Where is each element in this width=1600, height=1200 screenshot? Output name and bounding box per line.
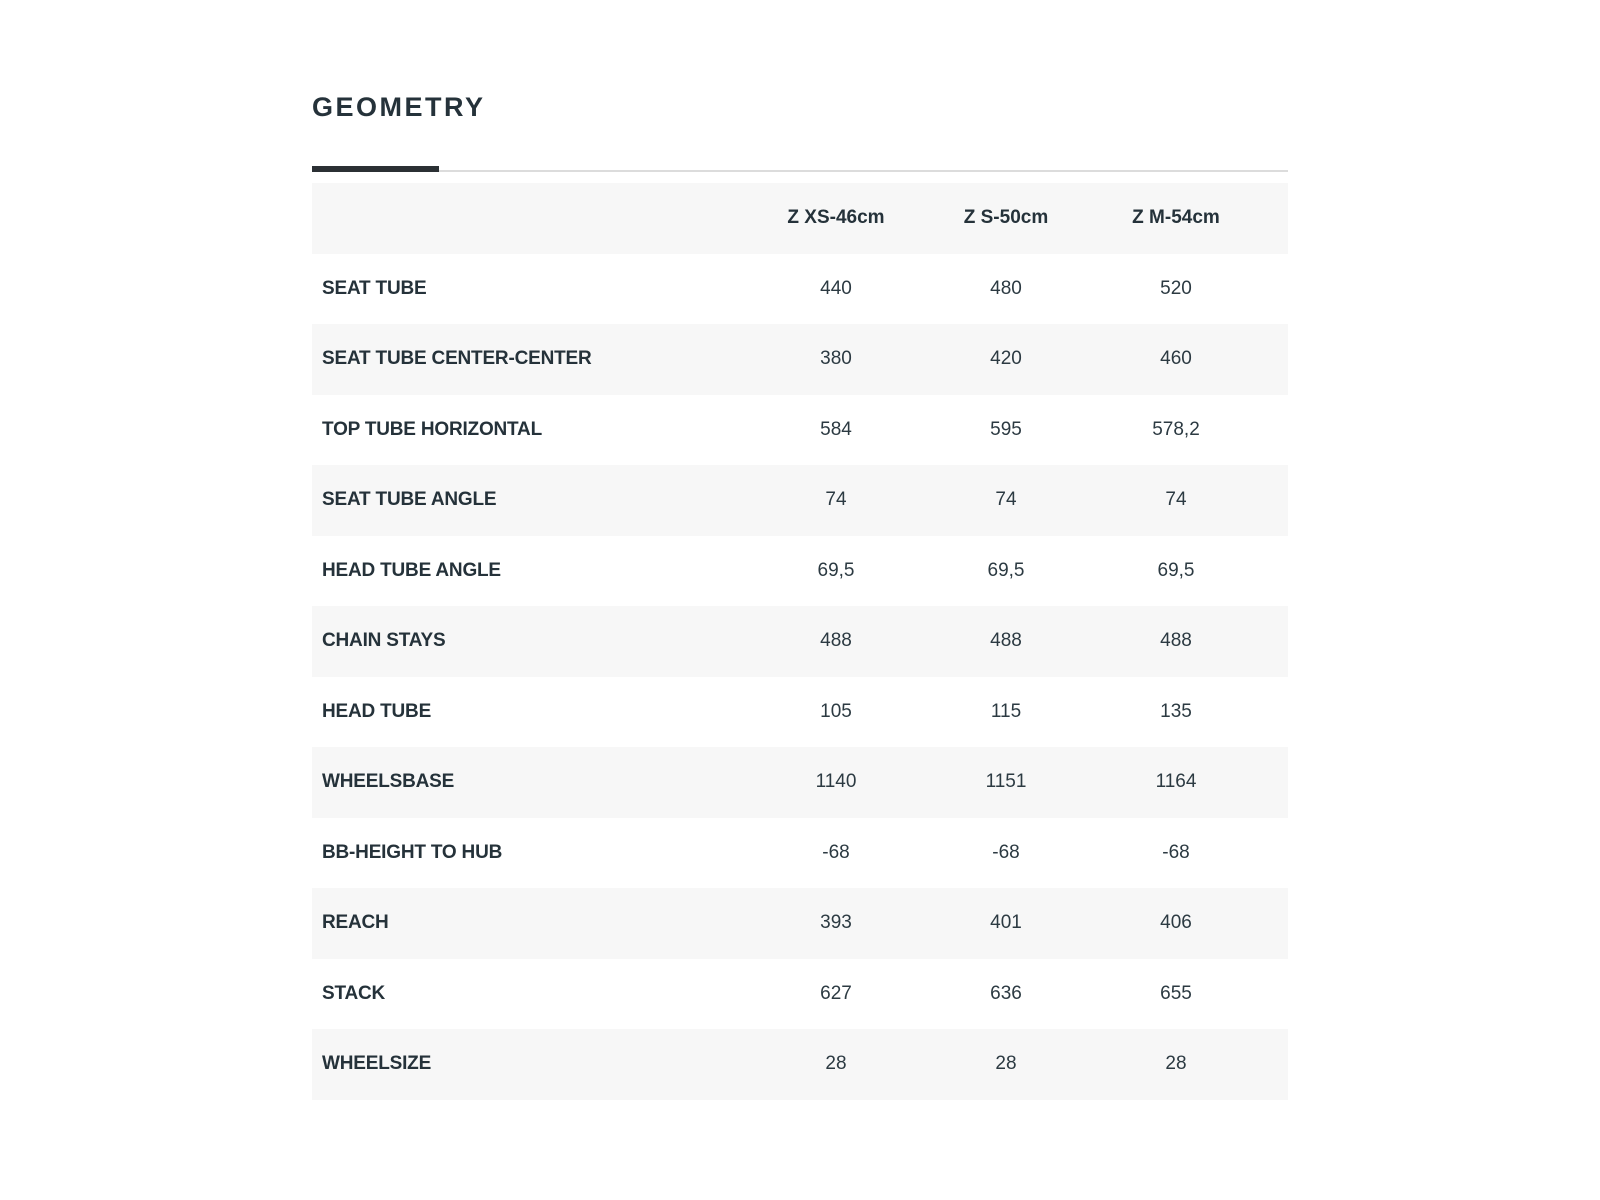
- cell-value: 74: [995, 489, 1017, 511]
- cell-value: 393: [820, 912, 852, 934]
- row-label: TOP TUBE HORIZONTAL: [322, 418, 542, 440]
- table-row-seat-tube-angle: SEAT TUBE ANGLE 74 74 74: [312, 465, 1288, 536]
- row-label: BB-HEIGHT TO HUB: [322, 841, 503, 863]
- cell-value: 1140: [815, 771, 857, 793]
- cell-value: 420: [990, 348, 1022, 370]
- cell-value: 584: [820, 418, 852, 440]
- row-label: WHEELSIZE: [322, 1053, 432, 1075]
- cell-value: 627: [820, 982, 852, 1004]
- row-label: STACK: [322, 982, 386, 1004]
- page-title: GEOMETRY: [312, 92, 486, 122]
- table-row-stack: STACK 627 636 655: [312, 959, 1288, 1030]
- cell-value: 480: [990, 277, 1022, 299]
- cell-value: 74: [1165, 489, 1187, 511]
- cell-value: 28: [825, 1053, 847, 1075]
- cell-value: 406: [1160, 912, 1192, 934]
- table-row-wheelsbase: WHEELSBASE 1140 1151 1164: [312, 747, 1288, 818]
- cell-value: 105: [820, 700, 852, 722]
- cell-value: 520: [1160, 277, 1192, 299]
- table-row-top-tube-horizontal: TOP TUBE HORIZONTAL 584 595 578,2: [312, 395, 1288, 466]
- row-label: HEAD TUBE ANGLE: [322, 559, 501, 581]
- cell-value: 69,5: [1157, 559, 1195, 581]
- row-label: REACH: [322, 912, 389, 934]
- cell-value: 595: [990, 418, 1022, 440]
- cell-value: 488: [820, 630, 852, 652]
- cell-value: 655: [1160, 982, 1192, 1004]
- table-row-head-tube-angle: HEAD TUBE ANGLE 69,5 69,5 69,5: [312, 536, 1288, 607]
- cell-value: 401: [990, 912, 1022, 934]
- cell-value: -68: [1162, 841, 1190, 863]
- cell-value: 1151: [985, 771, 1027, 793]
- table-row-seat-tube-center-center: SEAT TUBE CENTER-CENTER 380 420 460: [312, 324, 1288, 395]
- table-row-bb-height-to-hub: BB-HEIGHT TO HUB -68 -68 -68: [312, 818, 1288, 889]
- cell-value: 440: [820, 277, 852, 299]
- row-label: SEAT TUBE: [322, 277, 427, 299]
- cell-value: 488: [1160, 630, 1192, 652]
- table-row-seat-tube: SEAT TUBE 440 480 520: [312, 254, 1288, 325]
- divider-accent-bar: [312, 166, 439, 172]
- cell-value: 28: [995, 1053, 1017, 1075]
- cell-value: 115: [990, 700, 1022, 722]
- column-header-size-m: Z M-54cm: [1132, 207, 1220, 229]
- column-header-size-xs: Z XS-46cm: [787, 207, 885, 229]
- geometry-table: Z XS-46cm Z S-50cm Z M-54cm SEAT TUBE 44…: [312, 183, 1288, 1100]
- row-label: HEAD TUBE: [322, 700, 432, 722]
- cell-value: 460: [1160, 348, 1192, 370]
- cell-value: 578,2: [1152, 418, 1200, 440]
- row-label: SEAT TUBE ANGLE: [322, 489, 497, 511]
- column-header-size-s: Z S-50cm: [963, 207, 1049, 229]
- cell-value: 74: [825, 489, 847, 511]
- table-row-wheelsize: WHEELSIZE 28 28 28: [312, 1029, 1288, 1100]
- cell-value: 135: [1160, 700, 1192, 722]
- row-label: WHEELSBASE: [322, 771, 455, 793]
- cell-value: 28: [1165, 1053, 1187, 1075]
- table-row-head-tube: HEAD TUBE 105 115 135: [312, 677, 1288, 748]
- divider-line: [312, 170, 1288, 172]
- cell-value: -68: [992, 841, 1020, 863]
- row-label: CHAIN STAYS: [322, 630, 446, 652]
- cell-value: 636: [990, 982, 1022, 1004]
- title-underline: [312, 166, 1288, 172]
- cell-value: 1164: [1155, 771, 1197, 793]
- cell-value: -68: [822, 841, 850, 863]
- table-row-chain-stays: CHAIN STAYS 488 488 488: [312, 606, 1288, 677]
- cell-value: 380: [820, 348, 852, 370]
- cell-value: 488: [990, 630, 1022, 652]
- cell-value: 69,5: [817, 559, 855, 581]
- row-label: SEAT TUBE CENTER-CENTER: [322, 348, 592, 370]
- table-row-reach: REACH 393 401 406: [312, 888, 1288, 959]
- cell-value: 69,5: [987, 559, 1025, 581]
- table-header-row: Z XS-46cm Z S-50cm Z M-54cm: [312, 183, 1288, 254]
- geometry-section: GEOMETRY Z XS-46cm Z S-50cm Z M-54cm SEA…: [312, 0, 1288, 1100]
